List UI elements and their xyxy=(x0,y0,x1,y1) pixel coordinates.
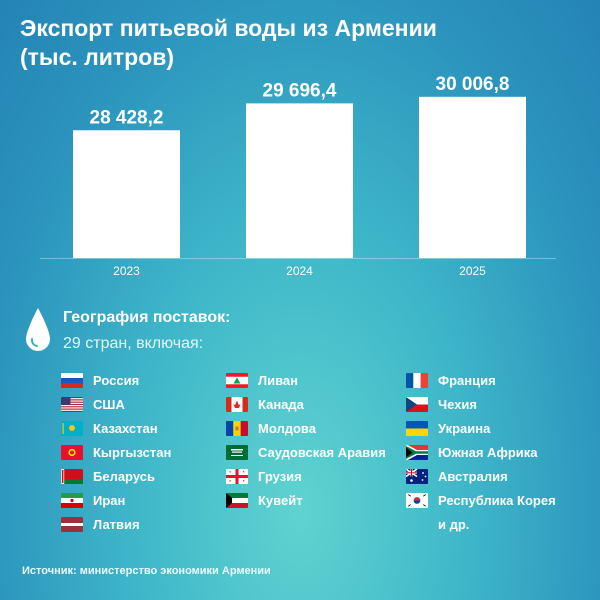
country-item: Латвия xyxy=(61,512,171,536)
kazakhstan-flag-icon xyxy=(61,420,83,436)
country-name: Чехия xyxy=(438,396,477,412)
water-drop-icon xyxy=(26,308,50,351)
country-name: Украина xyxy=(438,420,491,436)
kuwait-flag-icon xyxy=(226,492,248,508)
moldova-flag-icon xyxy=(226,420,248,436)
lebanon-flag-icon xyxy=(226,372,248,388)
ukraine-flag-icon xyxy=(406,420,428,436)
geography-subtitle: 29 стран, включая: xyxy=(63,335,204,352)
belarus-flag-icon xyxy=(61,468,83,484)
country-column-3: Франция Чехия Украина Южная Африка Австралия… xyxy=(406,368,556,536)
title-line-1: Экспорт питьевой воды из Армении xyxy=(20,15,437,41)
value-label-2024: 29 696,4 xyxy=(263,80,337,101)
czechia-flag-icon xyxy=(406,396,428,412)
country-item: Иран xyxy=(61,488,171,512)
geography-title: География поставок: xyxy=(63,309,231,326)
russia-flag-icon xyxy=(61,372,83,388)
value-label-2023: 28 428,2 xyxy=(90,107,164,128)
source-note: Источник: министерство экономики Армении xyxy=(22,565,271,577)
country-item: Молдова xyxy=(226,416,386,440)
country-item: Франция xyxy=(406,368,556,392)
country-item: Кувейт xyxy=(226,488,386,512)
country-item: Республика Корея xyxy=(406,488,556,512)
country-name: Иран xyxy=(93,492,126,508)
country-name: Грузия xyxy=(258,468,302,484)
kyrgyzstan-flag-icon xyxy=(61,444,83,460)
country-item: Австралия xyxy=(406,464,556,488)
country-name: США xyxy=(93,396,125,412)
country-item: Россия xyxy=(61,368,171,392)
page-title: Экспорт питьевой воды из Армении (тыс. л… xyxy=(20,14,580,72)
country-name: Южная Африка xyxy=(438,444,538,460)
country-item: Южная Африка xyxy=(406,440,556,464)
australia-flag-icon xyxy=(406,468,428,484)
country-column-2: Ливан Канада Молдова Саудовская Аравия Грузи… xyxy=(226,368,386,512)
saudi-arabia-flag-icon xyxy=(226,444,248,460)
country-item: Беларусь xyxy=(61,464,171,488)
country-name: Австралия xyxy=(438,468,508,484)
country-name: Кувейт xyxy=(258,492,303,508)
x-tick-2025: 2025 xyxy=(459,264,486,278)
country-name: Молдова xyxy=(258,420,316,436)
latvia-flag-icon xyxy=(61,516,83,532)
country-name: Канада xyxy=(258,396,304,412)
bar-chart: 28 428,2 2023 29 696,4 2024 30 006,8 2025 xyxy=(0,0,600,300)
country-item: Украина xyxy=(406,416,556,440)
country-item: и др. xyxy=(406,512,556,536)
country-item: Саудовская Аравия xyxy=(226,440,386,464)
country-item: Канада xyxy=(226,392,386,416)
south-africa-flag-icon xyxy=(406,444,428,460)
georgia-flag-icon xyxy=(226,468,248,484)
bar-2024 xyxy=(246,103,353,259)
country-item: Чехия xyxy=(406,392,556,416)
country-name: и др. xyxy=(438,516,470,532)
country-name: Ливан xyxy=(258,372,299,388)
bar-2023 xyxy=(73,130,180,258)
country-name: Латвия xyxy=(93,516,140,532)
x-tick-2024: 2024 xyxy=(286,264,313,278)
south-korea-flag-icon xyxy=(406,492,428,508)
country-name: Франция xyxy=(438,372,496,388)
country-name: Саудовская Аравия xyxy=(258,444,386,460)
country-name: Беларусь xyxy=(93,468,155,484)
x-tick-2023: 2023 xyxy=(113,264,140,278)
country-item: Грузия xyxy=(226,464,386,488)
country-column-1: Россия США Казахстан Кыргызстан Беларусь Иран… xyxy=(61,368,171,536)
country-name: Россия xyxy=(93,372,140,388)
country-item: Ливан xyxy=(226,368,386,392)
country-item: Казахстан xyxy=(61,416,171,440)
title-line-2: (тыс. литров) xyxy=(20,44,175,70)
country-item: США xyxy=(61,392,171,416)
country-name: Кыргызстан xyxy=(93,444,172,460)
usa-flag-icon xyxy=(61,396,83,412)
value-label-2025: 30 006,8 xyxy=(436,74,510,95)
bar-2025 xyxy=(419,96,526,258)
france-flag-icon xyxy=(406,372,428,388)
canada-flag-icon xyxy=(226,396,248,412)
iran-flag-icon xyxy=(61,492,83,508)
country-name: Казахстан xyxy=(93,420,158,436)
country-name: Республика Корея xyxy=(438,492,556,508)
country-item: Кыргызстан xyxy=(61,440,171,464)
